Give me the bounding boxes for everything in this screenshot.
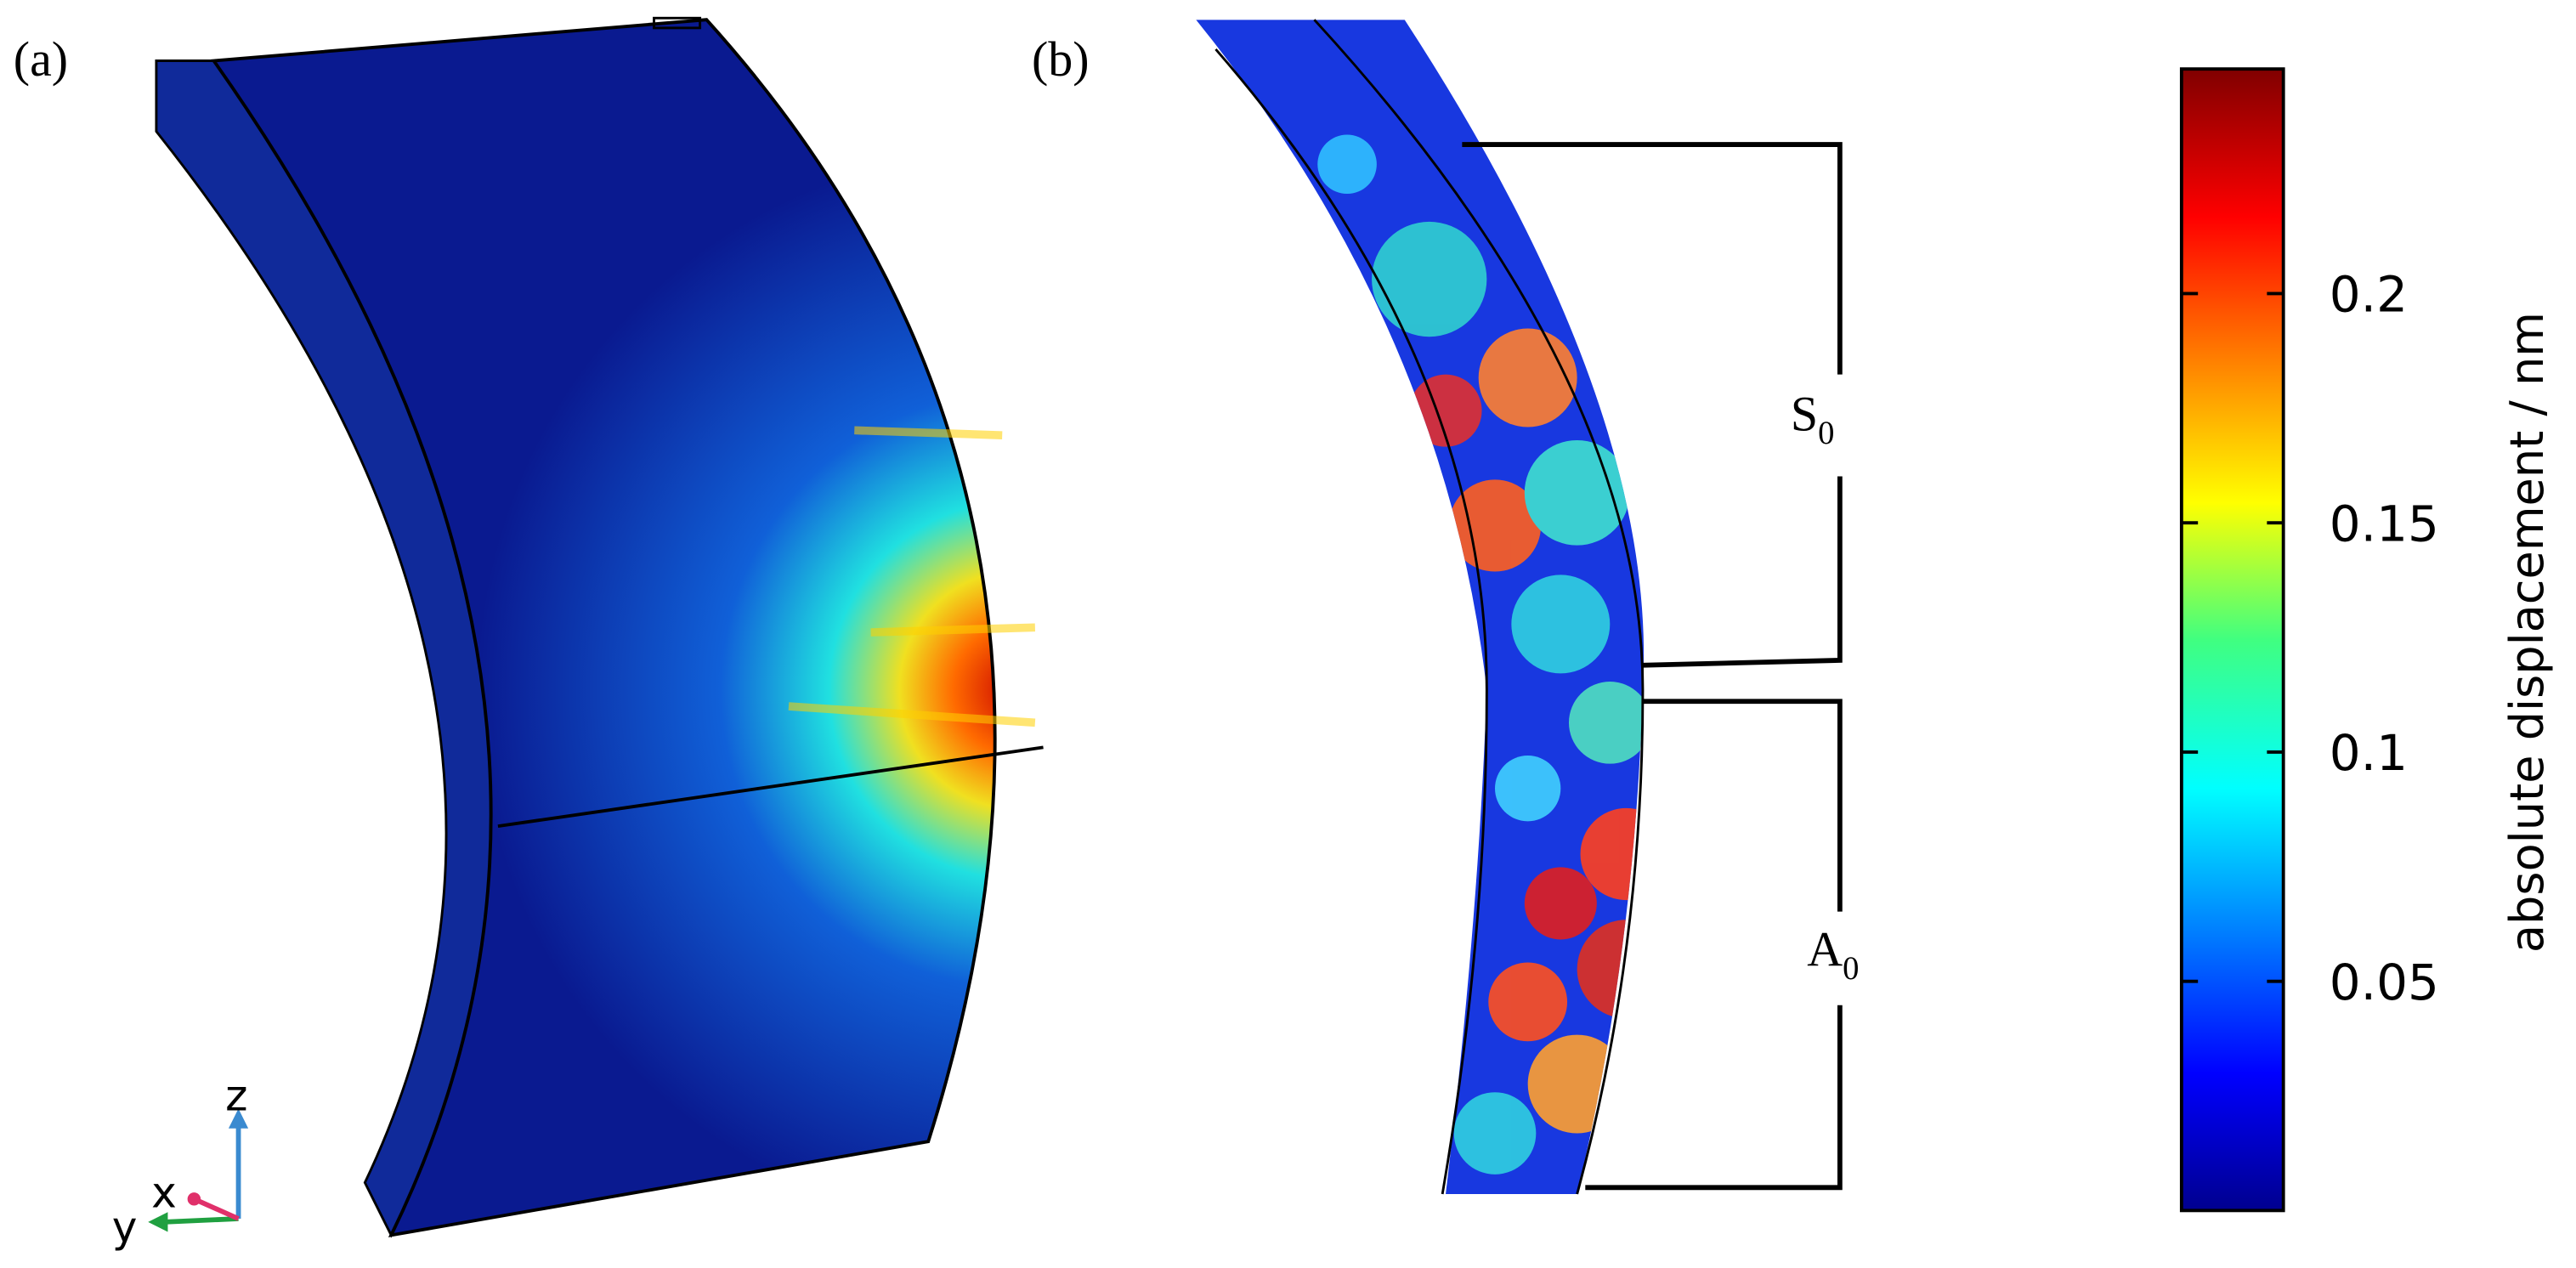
axis-label: x — [151, 1167, 177, 1217]
region-subscript: 0 — [1843, 951, 1859, 987]
wave-streaks — [788, 426, 1036, 727]
colorbar-label: absolute displacement / nm — [2500, 312, 2554, 953]
axis-label: y — [112, 1202, 138, 1252]
region-name: A — [1807, 921, 1843, 976]
tab — [653, 16, 702, 30]
axis-triad: z x y — [112, 1070, 249, 1252]
colorbar-tick-label: 0.1 — [2330, 724, 2408, 782]
inner-arc — [1214, 48, 1488, 1195]
ring-band — [1196, 20, 1645, 1195]
colorbar-tick-label: 0.2 — [2330, 266, 2408, 324]
colorbar-tick-label: 0.05 — [2330, 954, 2439, 1011]
region-name: S — [1791, 386, 1818, 441]
region-subscript: 0 — [1818, 416, 1834, 451]
colorbar — [2179, 67, 2285, 1213]
region-label: A0 — [1807, 921, 1859, 986]
outer-arc — [1313, 19, 1645, 1195]
colorbar-tick-label: 0.15 — [2330, 495, 2439, 552]
edge-line — [497, 745, 1044, 829]
panel-label: (b) — [1032, 31, 1090, 87]
axis-label: z — [225, 1070, 247, 1120]
slab-face — [211, 18, 997, 1237]
region-label: S0 — [1791, 386, 1835, 450]
brackets — [1462, 142, 1843, 1191]
panel-label: (a) — [14, 31, 68, 87]
